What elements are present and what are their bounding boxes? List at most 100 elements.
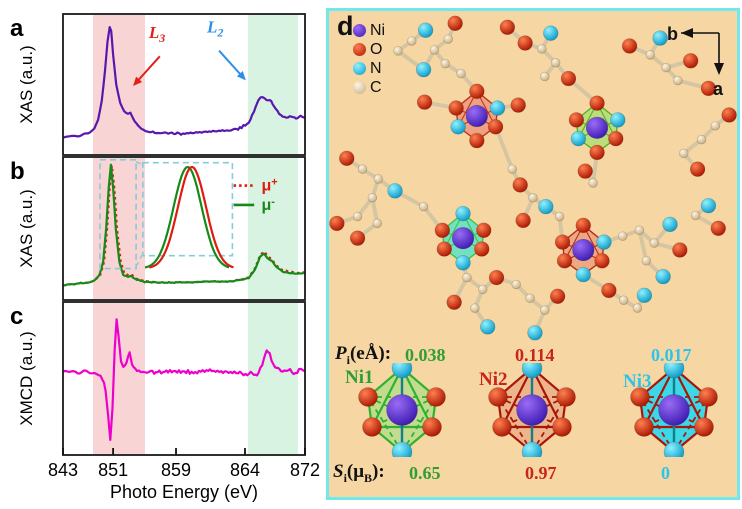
axis-a-arrowhead-icon [714,63,724,75]
o-atom [487,119,504,135]
c-atom [373,174,384,184]
o-atom [577,163,593,179]
octahedron-hidden-edge [497,396,563,428]
c-atom [673,75,683,86]
n-atom [417,22,434,38]
c-atom [525,293,535,304]
o-atom [488,269,505,286]
o-atom [358,387,378,407]
n-atom [479,319,496,335]
c-atom [507,164,518,174]
panel-letter-c: c [10,303,23,330]
o-atom [601,282,617,299]
c-atom [528,193,538,203]
o-atom [349,230,366,246]
XMCD-curve [62,318,306,441]
c-atom [679,148,689,159]
octahedron-edge [501,367,533,428]
n-atom [387,183,403,199]
x-tick-label: 843 [48,460,78,480]
Ni-site-cyan [434,205,492,271]
c-atom [588,178,598,188]
y-axis-label-a: XAS (a.u.) [17,45,36,123]
octahedron-hidden-edge [401,396,437,453]
o-atom [554,234,571,250]
c-atom [372,218,383,229]
inset-connector-bottom [135,253,144,267]
c-atom [393,46,403,56]
n-atom [570,130,587,147]
x-axis-title: Photo Energy (eV) [110,482,258,502]
n-sphere-icon [353,62,366,75]
n-atom [636,287,653,304]
legend-label: C [370,78,382,96]
octahedron-hidden-edge [673,396,709,453]
o-atom [517,35,533,51]
c-atom [407,36,417,46]
octahedron-hidden-edge [639,396,675,453]
L2-band [247,15,298,154]
axis-b-arrowhead-icon [681,28,693,38]
n-atom [489,100,506,116]
o-atom [549,288,566,304]
plot-panel-a: L3 L2 a XAS (a.u.) [10,13,306,156]
c-atom [478,284,488,295]
x-axis: 843 851 859 864 872 Photo Energy (eV) [48,448,320,502]
x-tick-label: 872 [290,460,320,480]
c-sphere-icon [353,81,366,94]
o-atom [476,222,492,238]
n-atom [652,30,668,46]
c-atom [710,121,721,131]
c-atom [649,238,659,248]
ni-atom [572,238,595,262]
peak-zoom-source-box [99,159,137,270]
o-atom [446,294,462,310]
c-atom [511,279,521,290]
peak-zoom-inset-box [142,161,234,257]
n-atom [596,234,612,250]
o-atom [416,94,433,110]
o-atom [447,15,463,32]
panel-a-border [62,13,306,156]
n-atom [521,363,543,379]
o-atom [469,132,485,149]
n-atom [610,112,626,128]
panel-c-border [62,301,306,456]
ni-atom [451,227,475,250]
octahedron-ni1 [358,363,446,457]
spin-row-label: Si(μB): [333,461,385,485]
c-atom [418,201,429,212]
octahedron-edge [531,367,563,428]
o-atom [556,253,573,269]
o-atom [694,417,714,437]
n-atom [662,216,678,233]
o-atom [575,217,591,234]
o-atom [422,417,442,437]
o-atom [510,97,526,113]
x-tick-label: 859 [161,460,191,480]
o-atom [608,130,624,147]
axis-b-label: b [667,24,678,44]
o-sphere-icon [353,43,366,56]
y-axis-label-b: XAS (a.u.) [17,189,36,267]
L2-band [247,303,298,454]
Ni-site-red-1 [448,83,506,149]
annotation-arrowhead-icon [236,70,246,81]
octahedron-hidden-edge [643,396,709,428]
o-atom [721,107,737,123]
o-atom [469,83,485,100]
n-atom [700,197,717,214]
octahedron-hidden-edge [639,396,705,428]
x-tick-label: 851 [98,460,128,480]
o-atom [339,150,355,167]
o-atom [568,112,585,128]
n-atom [538,198,554,215]
atoms [329,15,737,341]
legend-item-ni: Ni [353,21,385,40]
XAS-curve [62,26,306,139]
panel-letter-b: b [10,158,25,185]
o-atom [436,241,452,257]
